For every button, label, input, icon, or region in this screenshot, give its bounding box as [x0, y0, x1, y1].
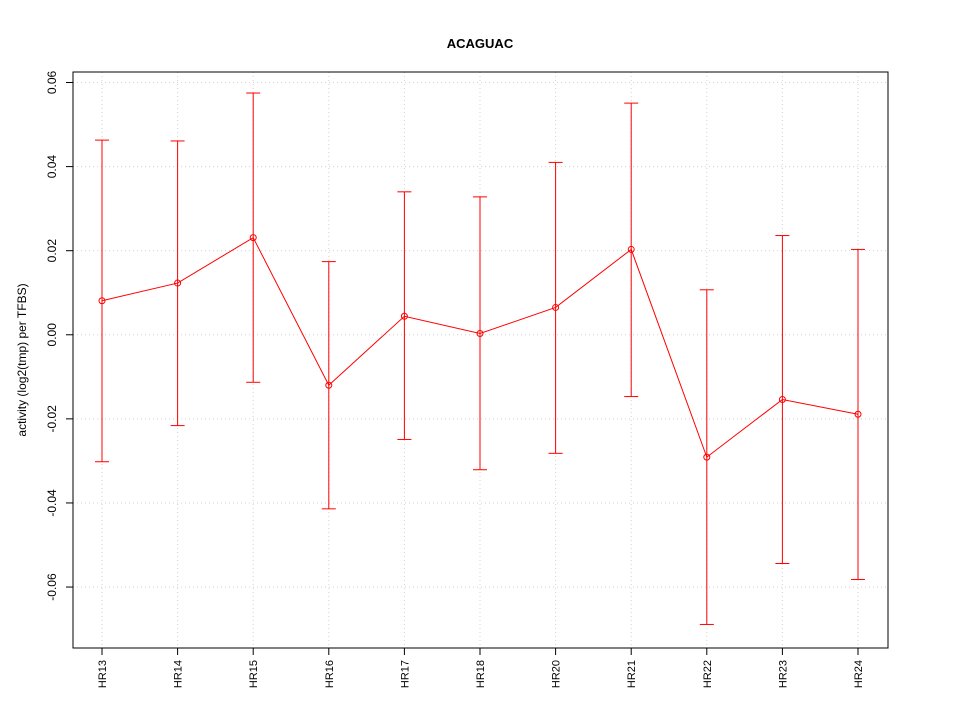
data-point	[400, 312, 408, 320]
x-tick-label: HR13	[97, 660, 109, 688]
x-tick-label: HR24	[853, 660, 865, 688]
series	[95, 92, 865, 625]
data-point	[476, 330, 484, 338]
y-tick-label: 0.04	[45, 155, 59, 179]
data-point	[174, 279, 182, 287]
x-tick-label: HR21	[626, 660, 638, 688]
x-tick-label: HR20	[551, 660, 563, 688]
axes: -0.06 -0.04 -0.02 0.00 0.02 0.04 0.06 HR13 HR14 H…	[45, 71, 865, 689]
data-point	[325, 381, 333, 389]
data-point	[98, 297, 106, 305]
y-tick-label: -0.06	[45, 573, 59, 601]
data-point	[249, 234, 257, 242]
x-tick-label: HR17	[399, 660, 411, 688]
y-tick-label: 0.00	[45, 323, 59, 347]
y-tick-label: 0.02	[45, 239, 59, 263]
chart-title: ACAGUAC	[447, 36, 514, 51]
y-tick-label: 0.06	[45, 71, 59, 95]
x-tick-label: HR22	[702, 660, 714, 688]
series-line	[101, 236, 859, 458]
x-tick-label: HR15	[248, 660, 260, 688]
data-point	[778, 396, 786, 404]
y-tick-label: -0.02	[45, 405, 59, 433]
x-tick-label: HR14	[173, 660, 185, 688]
data-point	[552, 303, 560, 311]
data-point	[703, 453, 711, 461]
x-tick-label: HR16	[324, 660, 336, 688]
x-tick-label: HR18	[475, 660, 487, 688]
series-group	[95, 92, 865, 625]
y-tick-label: -0.04	[45, 489, 59, 517]
data-point	[627, 245, 635, 253]
data-point	[854, 410, 862, 418]
y-axis-label: activity (log2(tmp) per TFBS)	[15, 283, 29, 436]
x-tick-label: HR23	[777, 660, 789, 688]
